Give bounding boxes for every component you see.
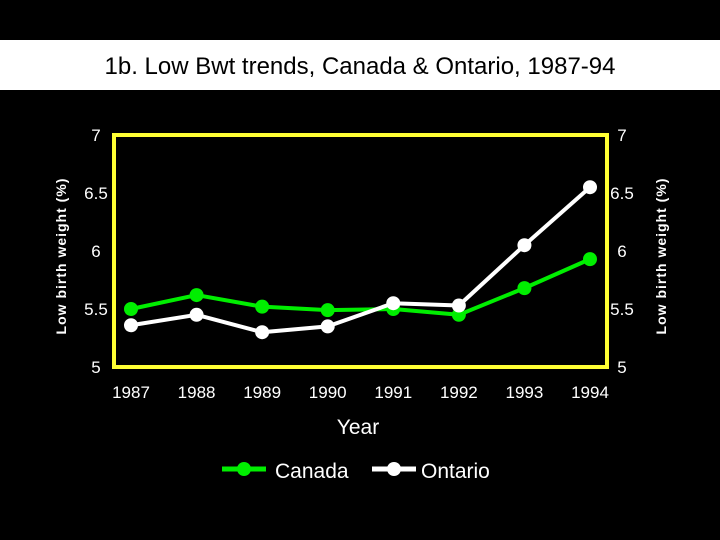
data-point	[517, 238, 532, 253]
legend: Canada Ontario	[222, 460, 490, 483]
x-axis-title: Year	[337, 416, 379, 439]
y-ticks-left: 5 5.5 6 6.5 7	[84, 126, 108, 377]
y-tick-label-left: 6	[91, 242, 100, 261]
y-tick-label-left: 7	[91, 126, 100, 145]
y-tick-label-left: 6.5	[84, 184, 108, 203]
x-tick-label: 1993	[506, 383, 544, 402]
data-point	[451, 298, 466, 313]
chart-title: 1b. Low Bwt trends, Canada & Ontario, 19…	[105, 53, 616, 80]
legend-item-canada: Canada	[222, 460, 349, 483]
y-tick-label-right: 6.5	[610, 184, 634, 203]
y-ticks-right: 5 5.5 6 6.5 7	[610, 126, 634, 377]
y-tick-label-right: 5.5	[610, 300, 634, 319]
x-ticks: 1987 1988 1989 1990 1991 1992 1993 1994	[112, 383, 609, 402]
data-point	[320, 319, 335, 334]
y-axis-title-left: Low birth weight (%)	[53, 178, 69, 335]
series-ontario	[124, 180, 597, 340]
y-tick-label-left: 5	[91, 358, 100, 377]
data-point	[255, 325, 270, 340]
series-line	[130, 257, 591, 317]
series-line	[130, 185, 592, 335]
data-point	[124, 318, 138, 333]
data-point	[320, 303, 335, 318]
y-tick-label-right: 5	[617, 358, 626, 377]
x-tick-label: 1994	[571, 383, 609, 402]
x-tick-label: 1989	[243, 383, 281, 402]
x-tick-label: 1990	[309, 383, 347, 402]
y-tick-label-right: 6	[617, 242, 626, 261]
x-tick-label: 1991	[374, 383, 412, 402]
legend-item-ontario: Ontario	[372, 460, 490, 483]
plot-frame	[112, 133, 609, 369]
series-layer	[124, 180, 597, 340]
data-point	[583, 180, 597, 195]
title-band	[0, 40, 720, 90]
x-tick-label: 1992	[440, 383, 478, 402]
y-axis-title-right: Low birth weight (%)	[653, 178, 669, 335]
data-point	[517, 281, 532, 296]
data-point	[583, 252, 597, 267]
x-tick-label: 1987	[112, 383, 150, 402]
data-point	[189, 288, 204, 303]
legend-label: Ontario	[421, 460, 490, 483]
legend-swatch-marker	[387, 462, 401, 476]
data-point	[386, 296, 401, 311]
data-point	[255, 299, 270, 314]
legend-swatch-marker	[237, 462, 251, 476]
y-tick-label-right: 7	[617, 126, 626, 145]
x-tick-label: 1988	[178, 383, 216, 402]
y-tick-label-left: 5.5	[84, 300, 108, 319]
data-point	[189, 307, 204, 322]
data-point	[124, 302, 138, 316]
legend-label: Canada	[275, 460, 349, 483]
